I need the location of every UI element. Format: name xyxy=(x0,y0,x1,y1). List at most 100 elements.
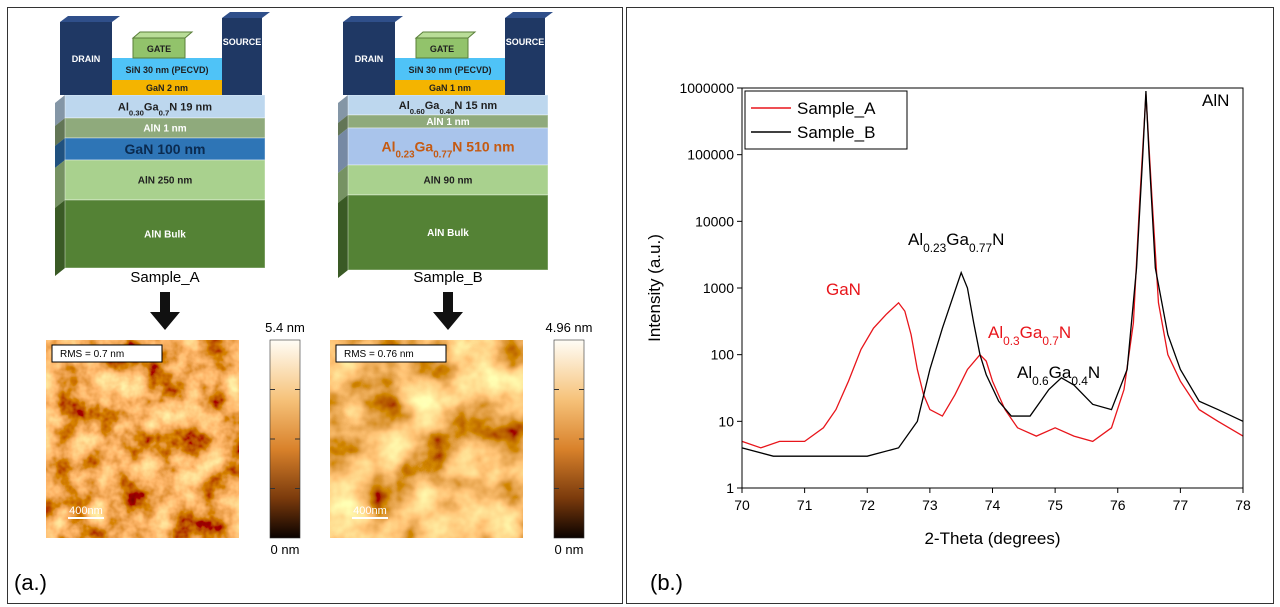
text-part: AlN xyxy=(1202,91,1229,110)
layer-label: AlN 1 nm xyxy=(143,124,186,135)
text-part: SiN 30 nm (PECVD) xyxy=(125,65,208,75)
text-part: AlN 90 nm xyxy=(424,176,473,187)
rms-label: RMS = 0.76 nm xyxy=(344,349,414,360)
layer xyxy=(395,80,505,95)
colorbar-min: 0 nm xyxy=(271,542,300,557)
x-tick-label: 71 xyxy=(797,497,813,513)
panel-a-border xyxy=(7,7,623,604)
y-tick-label: 1000 xyxy=(703,280,734,296)
legend-box xyxy=(744,90,908,150)
layer-side-shade xyxy=(55,118,65,146)
colorbar-max: 4.96 nm xyxy=(546,320,593,335)
layer-label: AlN Bulk xyxy=(427,228,469,239)
x-tick-label: 73 xyxy=(922,497,938,513)
layer-side xyxy=(55,138,65,168)
text-part: AlN 250 nm xyxy=(138,176,193,187)
gate-top xyxy=(131,31,194,39)
text-part: N 19 nm xyxy=(169,101,212,113)
rms-box xyxy=(335,344,447,363)
x-tick-label: 78 xyxy=(1235,497,1251,513)
text-part: DRAIN xyxy=(355,54,384,64)
layer-side-shade xyxy=(338,165,348,203)
x-tick-label: 75 xyxy=(1047,497,1063,513)
contact xyxy=(343,22,395,95)
layer-label: AlN 1 nm xyxy=(426,117,469,128)
layer-label: GaN 1 nm xyxy=(429,83,471,93)
afm-image xyxy=(330,340,523,538)
contact-top xyxy=(222,12,270,18)
text-part: Al xyxy=(908,230,923,249)
layer xyxy=(112,80,222,95)
annotation: Al0.3Ga0.7N xyxy=(988,323,1071,348)
gate xyxy=(132,37,186,59)
y-tick-label: 100000 xyxy=(687,147,734,163)
y-axis-title: Intensity (a.u.) xyxy=(645,234,664,342)
contact-top xyxy=(343,16,403,22)
panel-b-border xyxy=(626,7,1274,604)
annotation: AlN xyxy=(1202,91,1229,110)
text-part: N 15 nm xyxy=(454,100,497,112)
series-line xyxy=(741,91,1244,457)
text-part: Al xyxy=(118,101,129,113)
text-part: SOURCE xyxy=(223,37,262,47)
layer xyxy=(395,58,505,80)
text-part: GATE xyxy=(147,44,171,54)
annotation: GaN xyxy=(826,280,861,299)
y-tick-label: 10000 xyxy=(695,213,734,229)
text-part: 0.3 xyxy=(1003,334,1020,348)
layer-label: Al0.60Ga0.40N 15 nm xyxy=(399,100,498,116)
text-part: Ga xyxy=(946,230,969,249)
sample-label: Sample_B xyxy=(413,269,482,286)
text-part: AlN 1 nm xyxy=(426,117,469,128)
contact-top xyxy=(505,12,553,18)
gate-top xyxy=(414,31,477,39)
gate-label: GATE xyxy=(430,44,454,54)
layer-label: GaN 100 nm xyxy=(125,141,206,157)
contact xyxy=(60,22,112,95)
x-tick-label: 74 xyxy=(985,497,1001,513)
layer-label: SiN 30 nm (PECVD) xyxy=(125,65,208,75)
contact-top xyxy=(60,16,120,22)
text-part: Al xyxy=(399,100,410,112)
y-tick-label: 10 xyxy=(718,413,734,429)
gate xyxy=(415,37,469,59)
plot-frame xyxy=(741,87,1244,489)
layer-side xyxy=(338,165,348,203)
contact-label: DRAIN xyxy=(72,54,101,64)
text-part: 0.77 xyxy=(969,241,993,255)
contact xyxy=(222,18,262,95)
text-part: 0.6 xyxy=(1032,374,1049,388)
text-part: 0.4 xyxy=(1071,374,1088,388)
text-part: AlN 1 nm xyxy=(143,124,186,135)
text-part: Ga xyxy=(1049,363,1072,382)
text-part: 0.30 xyxy=(129,108,144,117)
x-tick-label: 72 xyxy=(859,497,875,513)
layer-label: AlN Bulk xyxy=(144,230,186,241)
gate-label: GATE xyxy=(147,44,171,54)
layer-side xyxy=(338,195,348,278)
panel-label: (a.) xyxy=(14,570,47,595)
layer xyxy=(347,194,549,271)
text-part: 0.40 xyxy=(439,106,454,115)
colorbar-max: 5.4 nm xyxy=(265,320,305,335)
text-part: 0.7 xyxy=(159,108,170,117)
y-tick-label: 1 xyxy=(726,480,734,496)
rms-label: RMS = 0.7 nm xyxy=(60,349,124,360)
text-part: N xyxy=(1088,363,1100,382)
layer-side xyxy=(55,118,65,146)
text-part: GaN 100 nm xyxy=(125,141,206,157)
contact-label: SOURCE xyxy=(506,37,545,47)
text-part: Al xyxy=(988,323,1003,342)
layer-side-shade xyxy=(338,128,348,173)
arrow xyxy=(433,292,463,330)
layer xyxy=(64,159,266,201)
layer-side-shade xyxy=(55,95,65,126)
layer-side-shade xyxy=(338,195,348,278)
layer-label: Al0.30Ga0.7N 19 nm xyxy=(118,101,212,117)
layer xyxy=(64,199,266,269)
layer-side-shade xyxy=(55,200,65,276)
annotation: Al0.23Ga0.77N xyxy=(908,230,1004,255)
text-part: Ga xyxy=(144,101,160,113)
